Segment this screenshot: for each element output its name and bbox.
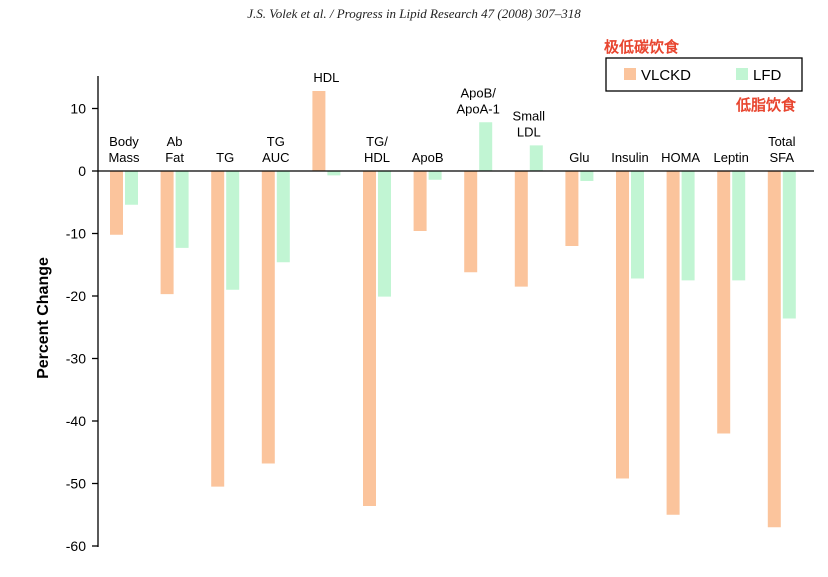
legend-label-vlckd: VLCKD bbox=[641, 67, 691, 84]
bar-vlckd-0 bbox=[110, 171, 123, 235]
bar-vlckd-5 bbox=[363, 171, 376, 506]
bar-lfd-13 bbox=[782, 171, 796, 319]
category-label-6-0: ApoB bbox=[412, 150, 444, 165]
bar-lfd-12 bbox=[732, 171, 746, 281]
category-label-1-1: Fat bbox=[165, 150, 184, 165]
y-tick-label: -10 bbox=[66, 226, 86, 242]
category-label-7-0: ApoB/ bbox=[460, 85, 496, 100]
bar-lfd-5 bbox=[378, 171, 391, 297]
category-label-0-0: Body bbox=[109, 134, 139, 149]
category-label-3-0: TG bbox=[267, 134, 285, 149]
bar-vlckd-12 bbox=[717, 171, 731, 434]
bar-lfd-6 bbox=[428, 171, 442, 180]
lfd-chinese-annotation: 低脂饮食 bbox=[736, 96, 797, 114]
bar-lfd-2 bbox=[226, 171, 240, 290]
y-tick-label: -20 bbox=[66, 288, 86, 304]
y-tick-label: 10 bbox=[70, 101, 86, 117]
category-label-1-0: Ab bbox=[167, 134, 183, 149]
legend-box bbox=[605, 57, 803, 92]
category-label-5-1: HDL bbox=[364, 150, 390, 165]
vlckd-chinese-annotation: 极低碳饮食 bbox=[604, 38, 680, 56]
category-label-13-0: Total bbox=[768, 134, 796, 149]
category-label-3-1: AUC bbox=[262, 150, 289, 165]
bar-vlckd-13 bbox=[767, 171, 781, 528]
y-tick-label: -60 bbox=[66, 538, 86, 554]
y-tick-label: 0 bbox=[78, 163, 86, 179]
category-label-4-0: HDL bbox=[313, 70, 339, 85]
bar-vlckd-7 bbox=[464, 171, 478, 273]
bar-lfd-7 bbox=[479, 122, 493, 171]
bar-vlckd-4 bbox=[312, 91, 326, 171]
category-label-2-0: TG bbox=[216, 150, 234, 165]
legend-swatch-vlckd bbox=[624, 68, 636, 80]
bar-vlckd-2 bbox=[211, 171, 225, 487]
y-axis-label: Percent Change bbox=[35, 257, 52, 379]
bar-lfd-0 bbox=[125, 171, 138, 205]
bar-vlckd-1 bbox=[160, 171, 174, 295]
legend-swatch-lfd bbox=[736, 68, 748, 80]
legend-label-lfd: LFD bbox=[753, 67, 782, 84]
bar-lfd-10 bbox=[631, 171, 644, 279]
category-label-11-0: HOMA bbox=[661, 150, 700, 165]
bar-lfd-3 bbox=[276, 171, 290, 263]
category-label-0-1: Mass bbox=[108, 150, 140, 165]
category-label-8-0: Small bbox=[513, 108, 546, 123]
category-label-13-1: SFA bbox=[770, 150, 795, 165]
bar-lfd-11 bbox=[681, 171, 695, 281]
category-label-7-1: ApoA-1 bbox=[457, 101, 500, 116]
journal-header: J.S. Volek et al. / Progress in Lipid Re… bbox=[247, 6, 581, 21]
category-label-10-0: Insulin bbox=[611, 150, 649, 165]
y-tick-label: -30 bbox=[66, 351, 86, 367]
y-tick-label: -50 bbox=[66, 476, 86, 492]
bar-vlckd-9 bbox=[565, 171, 579, 246]
bar-lfd-9 bbox=[580, 171, 594, 181]
bar-lfd-4 bbox=[327, 171, 341, 176]
category-label-12-0: Leptin bbox=[713, 150, 748, 165]
category-label-8-1: LDL bbox=[517, 124, 541, 139]
bar-vlckd-3 bbox=[261, 171, 275, 464]
y-tick-label: -40 bbox=[66, 413, 86, 429]
category-label-5-0: TG/ bbox=[366, 134, 388, 149]
bar-vlckd-8 bbox=[514, 171, 528, 287]
bar-vlckd-6 bbox=[413, 171, 427, 231]
bar-lfd-1 bbox=[175, 171, 189, 248]
bar-lfd-8 bbox=[529, 145, 543, 171]
bar-vlckd-10 bbox=[616, 171, 629, 479]
category-label-9-0: Glu bbox=[569, 150, 589, 165]
bar-vlckd-11 bbox=[666, 171, 680, 515]
